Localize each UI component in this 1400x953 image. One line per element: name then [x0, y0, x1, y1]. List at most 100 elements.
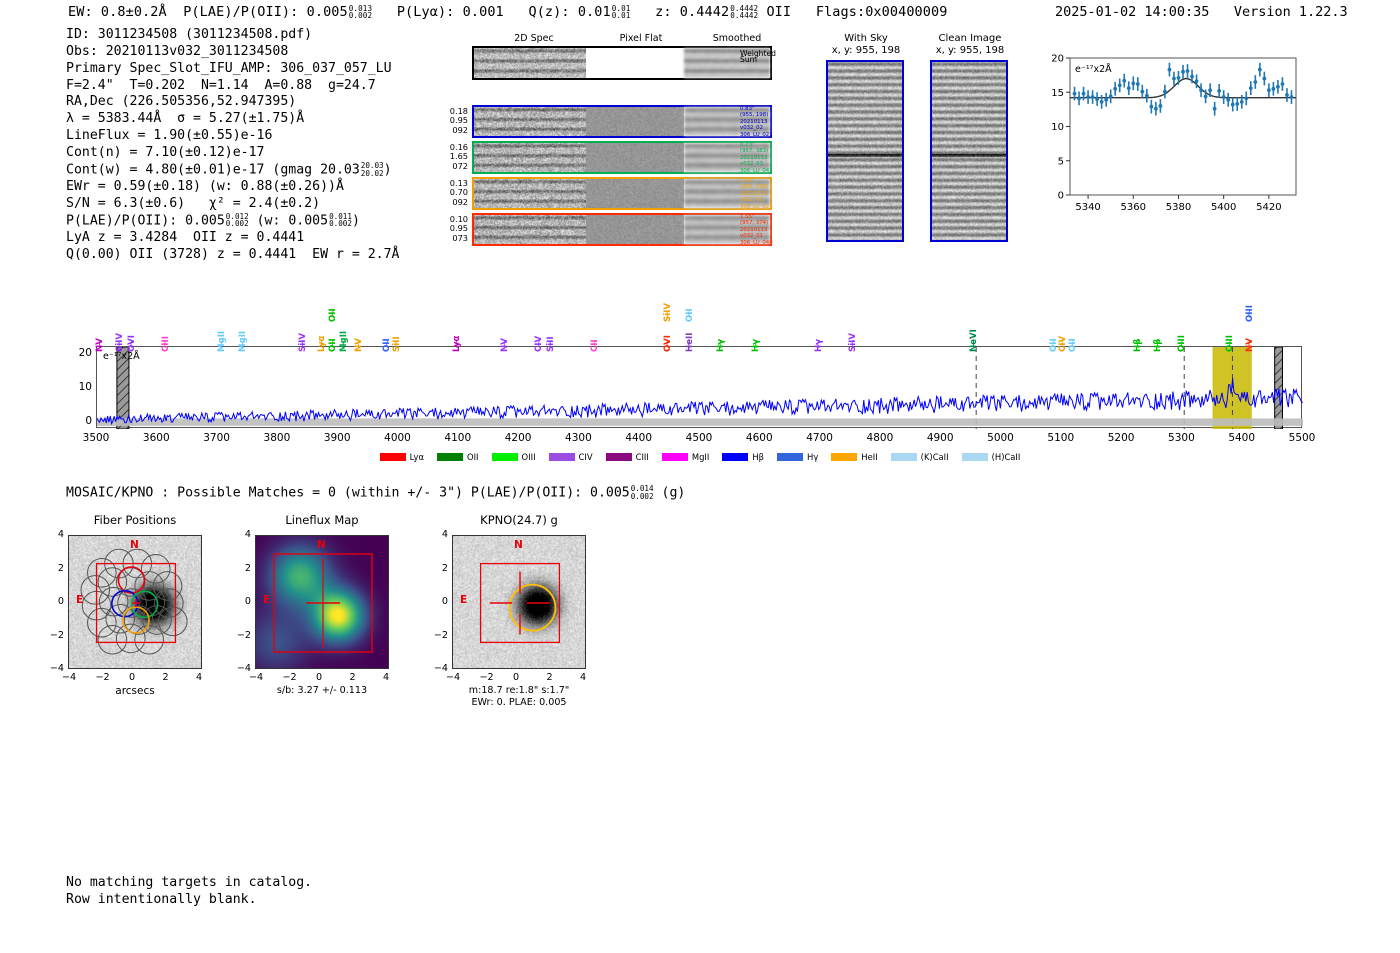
- compass-east: E: [460, 594, 468, 606]
- compass-east: E: [76, 594, 84, 606]
- footer-line-1: No matching targets in catalog.: [66, 875, 313, 890]
- svg-text:e⁻¹⁷x2Å: e⁻¹⁷x2Å: [1075, 63, 1112, 75]
- emission-line-bracket: (: [754, 340, 758, 350]
- spectrum-legend: Lyα OII OIII CIV CIII MgII Hβ Hγ HeII (K)CaII (H)C…: [0, 452, 1400, 462]
- legend-item: HeII: [831, 452, 878, 462]
- cutout-row[interactable]: [472, 141, 772, 174]
- mosaic-xtick: −2: [95, 672, 110, 683]
- info-redshifts: LyA z = 3.4284 OII z = 0.4441: [66, 229, 305, 245]
- spectrum-xtick: 4600: [745, 432, 773, 444]
- mosaic-panel-image[interactable]: [68, 535, 202, 669]
- legend-label: OIII: [521, 452, 536, 462]
- full-spectrum-axes: e⁻¹⁷x2Å: [96, 346, 1303, 429]
- header-plae-range: 0.013 0.002: [348, 3, 373, 21]
- info-cont-w: Cont(w) = 4.80(±0.01)e-17 (gmag 20.03 20.…: [66, 160, 392, 178]
- emission-line-bracket: (: [301, 340, 305, 350]
- spectrum-xtick: 5000: [987, 432, 1014, 444]
- emission-line-bracket: (: [816, 340, 821, 350]
- legend-item: Hγ: [777, 452, 818, 462]
- legend-label: OII: [466, 452, 479, 462]
- sky-panel-name: Clean Image: [938, 33, 1002, 44]
- svg-text:0: 0: [1058, 191, 1064, 202]
- mosaic-ytick: −4: [236, 663, 251, 674]
- mosaic-ytick: 4: [244, 529, 251, 540]
- spectrum-xtick: 3600: [142, 432, 170, 444]
- emission-line-bracket: (: [665, 310, 670, 320]
- legend-swatch: [722, 453, 749, 461]
- cutout-row-meta: 1.06" (955, 198) 20210113 v032_01 306_LU…: [740, 178, 773, 210]
- mosaic-ytick: 0: [441, 596, 448, 607]
- cutout-row-weighted-sum: [472, 46, 772, 80]
- emission-line-bracket: (: [687, 340, 692, 350]
- cutout-2dspec-image: [474, 48, 586, 78]
- mosaic-panel-image[interactable]: [255, 535, 389, 669]
- cutout-col-header-smoothed: Smoothed: [712, 33, 762, 44]
- emission-line-bracket: (: [98, 340, 102, 350]
- cutout-row[interactable]: [472, 105, 772, 138]
- cutout-row[interactable]: [472, 213, 772, 246]
- emission-line-bracket: (: [342, 340, 346, 350]
- info-id: ID: 3011234508 (3011234508.pdf): [66, 27, 313, 42]
- sky-panel-image[interactable]: [930, 60, 1008, 242]
- info-lineflux: LineFlux = 1.90(±0.55)e-16: [66, 128, 273, 144]
- cutout-row-left-labels: 0.10 0.95 073: [449, 214, 468, 243]
- legend-swatch: [831, 453, 858, 461]
- emission-line-bracket: (: [1136, 340, 1140, 350]
- info-ewr: EWr = 0.59(±0.18) (w: 0.88(±0.26))Å: [66, 178, 344, 194]
- mosaic-panel-title: Fiber Positions: [93, 513, 177, 527]
- spectrum-xtick: 5300: [1168, 432, 1195, 444]
- mosaic-match-text: MOSAIC/KPNO : Possible Matches = 0 (with…: [66, 485, 630, 501]
- svg-text:5380: 5380: [1166, 202, 1191, 213]
- legend-label: CIV: [578, 452, 593, 462]
- spectrum-xtick: 3900: [323, 432, 351, 444]
- mosaic-xtick: −4: [62, 672, 77, 683]
- mosaic-panel-image[interactable]: [452, 535, 586, 669]
- emission-line-bracket: (: [1247, 310, 1252, 320]
- emission-line-bracket: (: [454, 340, 459, 350]
- legend-item: OIII: [491, 452, 536, 462]
- header-z: z: 0.4442: [655, 4, 730, 20]
- emission-line-bracket: (: [129, 340, 134, 350]
- legend-swatch: [548, 453, 575, 461]
- emission-line-bracket: (: [593, 340, 597, 350]
- legend-label: CIII: [635, 452, 649, 462]
- compass-east: E: [263, 594, 271, 606]
- emission-line-bracket: (: [1180, 340, 1184, 350]
- header-flags: Flags:0x00400009: [815, 4, 948, 20]
- spectrum-xtick: 4200: [504, 432, 532, 444]
- cutout-2dspec-image: [474, 179, 586, 208]
- cutout-2dspec-image: [474, 143, 586, 172]
- legend-label: Lyα: [409, 452, 424, 462]
- emission-line-bracket: (: [687, 310, 692, 320]
- mosaic-xtick: 4: [196, 672, 203, 683]
- emission-line-bracket: (: [537, 340, 541, 350]
- line-fit-svg: 0 5 10 15 20 5340 5360 5380 5400 5420 e⁻¹⁷x2Å: [1051, 54, 1297, 213]
- sky-panel-image[interactable]: [826, 60, 904, 242]
- emission-line-bracket: (: [1247, 340, 1252, 350]
- mosaic-ytick: 2: [244, 562, 251, 574]
- legend-item: Lyα: [379, 452, 424, 462]
- cutout-2dspec-image: [474, 107, 586, 136]
- emission-line-bracket: (: [1156, 340, 1160, 350]
- mosaic-xtick: 0: [513, 672, 520, 683]
- info-radec: RA,Dec (226.505356,52.947395): [66, 94, 297, 110]
- cutout-col-header-2dspec: 2D Spec: [514, 33, 554, 44]
- compass-north: N: [317, 539, 326, 551]
- emission-line-bracket: (: [394, 340, 399, 350]
- cutout-col-header-pixelflat: Pixel Flat: [619, 33, 663, 44]
- cutout-row[interactable]: [472, 177, 772, 210]
- sky-panel-coords: x, y: 955, 198: [935, 44, 1005, 56]
- header-version: Version 1.22.3: [1233, 4, 1348, 20]
- emission-line-bracket: (: [385, 340, 389, 350]
- spectrum-xtick: 5100: [1047, 432, 1075, 444]
- emission-line-bracket: (: [665, 340, 670, 350]
- sky-panel-name: With Sky: [844, 33, 888, 44]
- emission-line-bracket: (: [1051, 340, 1056, 350]
- mosaic-filter: (g): [661, 485, 686, 501]
- info-params: F=2.4" T=0.202 N=1.14 A=0.88 g=24.7: [66, 77, 376, 93]
- compass-north: N: [514, 539, 523, 551]
- cutout-row-left-labels: 0.16 1.65 072: [449, 142, 468, 171]
- cutout-pixelflat-image: [586, 143, 684, 172]
- mosaic-xtick: −2: [479, 672, 494, 683]
- info-lambda: λ = 5383.44Å σ = 5.27(±1.75)Å: [66, 111, 305, 127]
